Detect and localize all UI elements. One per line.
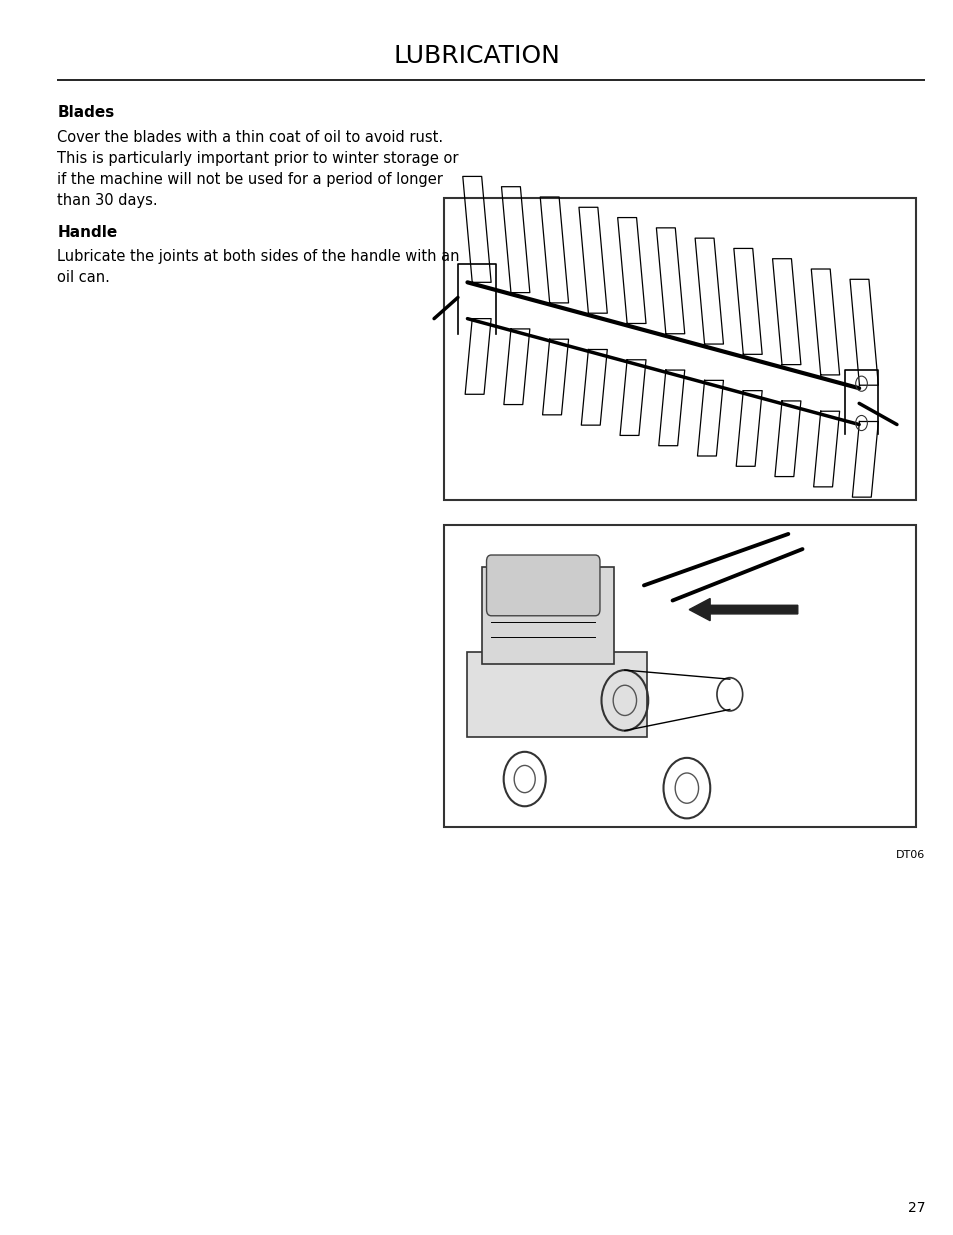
FancyBboxPatch shape <box>486 555 599 616</box>
Text: LUBRICATION: LUBRICATION <box>394 43 559 68</box>
Bar <box>481 567 614 664</box>
Bar <box>467 652 646 736</box>
Text: Cover the blades with a thin coat of oil to avoid rust.
This is particularly imp: Cover the blades with a thin coat of oil… <box>57 130 458 207</box>
Text: Handle: Handle <box>57 225 117 240</box>
Text: 27: 27 <box>907 1200 924 1215</box>
Bar <box>443 198 915 500</box>
Bar <box>443 525 915 827</box>
Text: Blades: Blades <box>57 105 114 120</box>
Text: Lubricate the joints at both sides of the handle with an
oil can.: Lubricate the joints at both sides of th… <box>57 249 459 285</box>
Text: DT06: DT06 <box>895 850 924 860</box>
FancyArrow shape <box>688 599 797 621</box>
